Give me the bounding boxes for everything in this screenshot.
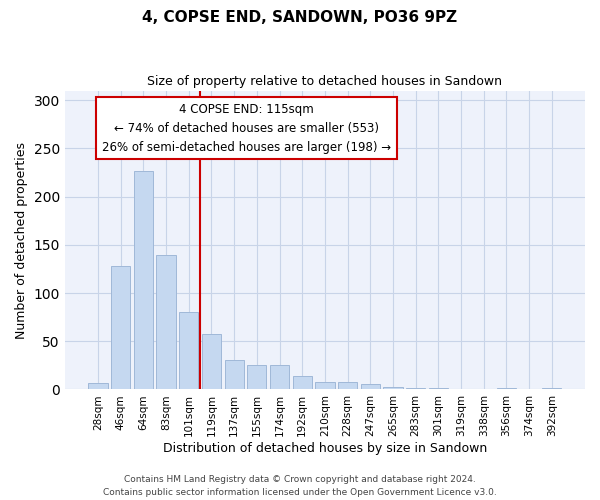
Bar <box>202 334 221 390</box>
Bar <box>338 382 357 390</box>
X-axis label: Distribution of detached houses by size in Sandown: Distribution of detached houses by size … <box>163 442 487 455</box>
Bar <box>224 360 244 390</box>
Text: 4 COPSE END: 115sqm
← 74% of detached houses are smaller (553)
26% of semi-detac: 4 COPSE END: 115sqm ← 74% of detached ho… <box>103 102 391 154</box>
Text: Contains HM Land Registry data © Crown copyright and database right 2024.
Contai: Contains HM Land Registry data © Crown c… <box>103 476 497 497</box>
Bar <box>293 376 312 390</box>
Bar <box>497 388 516 390</box>
Y-axis label: Number of detached properties: Number of detached properties <box>15 142 28 338</box>
Bar <box>247 366 266 390</box>
Bar <box>315 382 335 390</box>
Title: Size of property relative to detached houses in Sandown: Size of property relative to detached ho… <box>148 75 502 88</box>
Bar <box>383 386 403 390</box>
Bar <box>361 384 380 390</box>
Bar <box>111 266 130 390</box>
Bar <box>179 312 199 390</box>
Bar <box>157 256 176 390</box>
Bar <box>406 388 425 390</box>
Bar <box>134 170 153 390</box>
Text: 4, COPSE END, SANDOWN, PO36 9PZ: 4, COPSE END, SANDOWN, PO36 9PZ <box>142 10 458 25</box>
Bar <box>542 388 562 390</box>
Bar <box>428 388 448 390</box>
Bar <box>88 382 108 390</box>
Bar <box>270 366 289 390</box>
